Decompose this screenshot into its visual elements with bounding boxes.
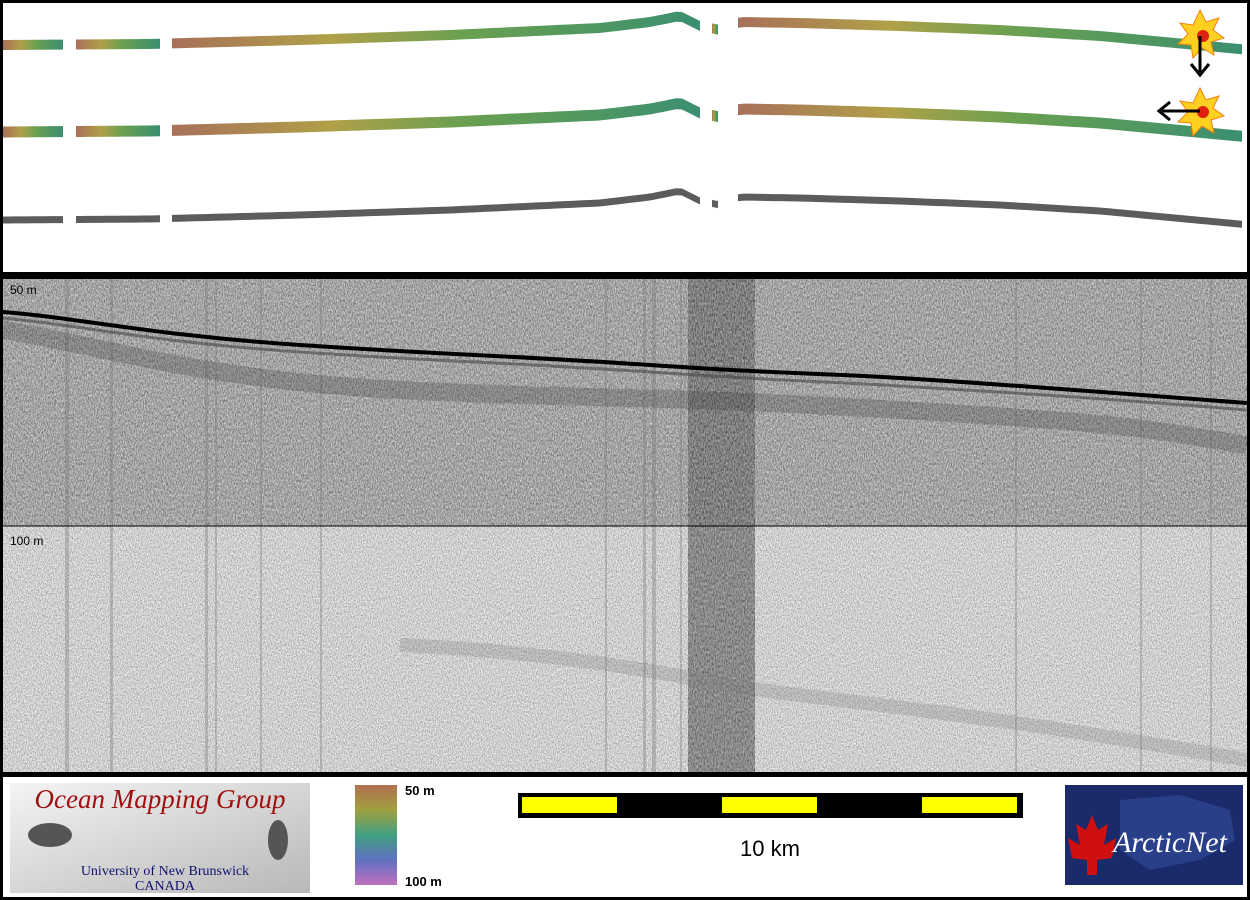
scale-segment — [722, 797, 817, 813]
swath-strip — [3, 126, 63, 138]
logo-fish — [268, 820, 288, 860]
swath-group — [3, 11, 1242, 228]
logo-title: ArcticNet — [1111, 826, 1228, 859]
scale-segment — [522, 797, 617, 813]
swath-strip — [76, 125, 160, 137]
swath-strip — [738, 193, 1242, 228]
colorbar-label: 100 m — [405, 874, 442, 889]
logo-country: CANADA — [135, 879, 196, 894]
sub-bottom — [3, 321, 1247, 454]
swath-strip — [738, 17, 1242, 55]
arrow-head — [1189, 63, 1211, 78]
logo-subtitle: University of New Brunswick — [81, 864, 249, 879]
swath-strip — [172, 11, 700, 49]
depth-colorbar — [355, 785, 397, 885]
markers — [1156, 8, 1226, 138]
depth-label: 50 m — [10, 283, 37, 297]
logo-map — [1120, 795, 1235, 870]
seafloor-echo — [3, 316, 1247, 412]
arcticnet-logo: ArcticNet — [1065, 785, 1243, 885]
seafloor — [3, 310, 1247, 405]
scale-segment — [922, 797, 1017, 813]
colorbar-label: 50 m — [405, 783, 435, 798]
swath-strip — [172, 98, 700, 136]
swath-strip — [76, 215, 160, 223]
swath-strip — [3, 216, 63, 224]
swath-strip — [712, 199, 718, 209]
swath-panel — [3, 3, 1247, 272]
multiple — [399, 638, 1247, 767]
logo-title: Ocean Mapping Group — [35, 784, 286, 814]
swath-strip — [738, 103, 1242, 142]
seismic-panel: 50 m 100 m — [3, 279, 1247, 772]
seismic-noise-upper — [3, 279, 1247, 526]
scale-bar: 10 km — [518, 793, 1023, 861]
swath-strip — [712, 109, 718, 123]
depth-label: 100 m — [10, 534, 43, 548]
arrow-head — [1156, 100, 1171, 122]
logo-fish — [28, 823, 72, 847]
maple-leaf — [1068, 815, 1116, 875]
omg-logo: Ocean Mapping Group University of New Br… — [10, 783, 310, 894]
sun-core — [1197, 106, 1209, 118]
swath-strip — [712, 23, 718, 35]
swath-strip — [76, 38, 160, 50]
swath-strip — [3, 39, 63, 50]
scale-label: 10 km — [740, 836, 800, 861]
swath-strip — [172, 188, 700, 222]
